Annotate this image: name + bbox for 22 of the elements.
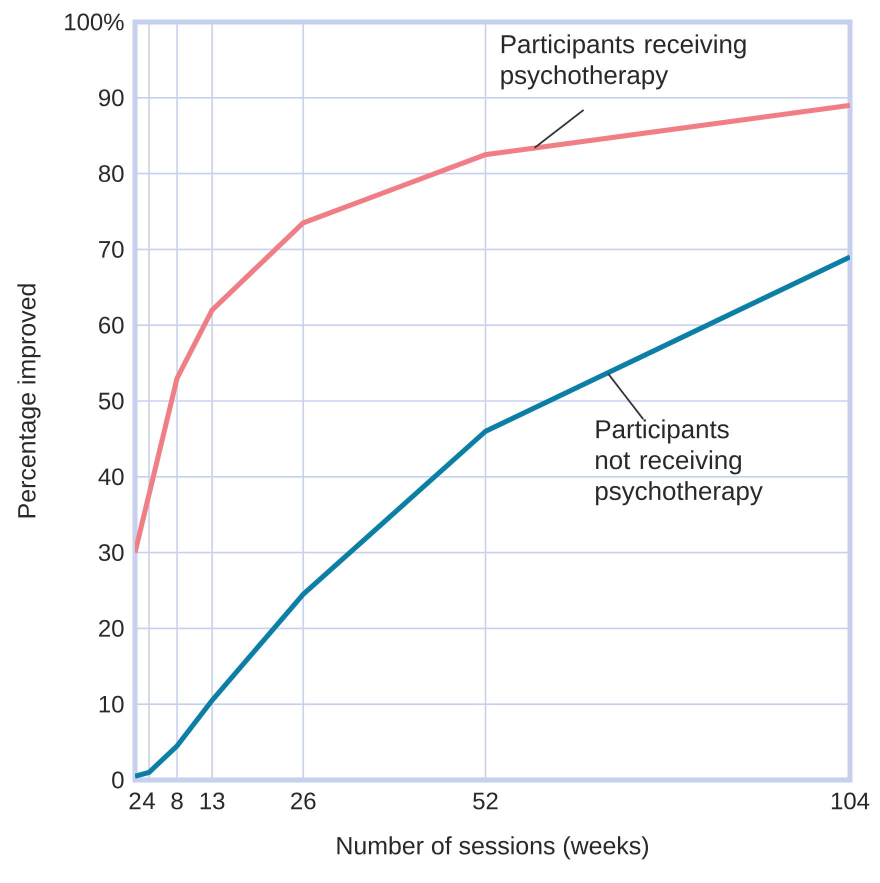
x-tick-label: 52 bbox=[473, 792, 498, 810]
x-tick-label: 26 bbox=[291, 792, 316, 810]
x-tick-label: 8 bbox=[171, 792, 183, 810]
x-tick-label: 104 bbox=[832, 792, 870, 810]
y-tick-label: 80 bbox=[98, 165, 124, 182]
y-tick-label: 0 bbox=[112, 772, 124, 788]
y-tick-label: 50 bbox=[98, 392, 124, 410]
y-tick-label: 60 bbox=[99, 316, 124, 334]
y-tick-label: 70 bbox=[99, 240, 124, 258]
annotation: Participants not receiving psychotherapy bbox=[596, 419, 763, 506]
y-tick-label: 100% bbox=[65, 14, 124, 30]
y-tick-label: 20 bbox=[99, 620, 124, 637]
y-tick-label: 40 bbox=[98, 468, 124, 486]
x-axis-title: Number of sessions (weeks) bbox=[337, 836, 648, 860]
x-tick-label: 2 bbox=[130, 792, 140, 810]
x-tick-label: 4 bbox=[142, 792, 155, 809]
y-tick-label: 10 bbox=[100, 696, 124, 713]
y-tick-label: 90 bbox=[99, 89, 124, 106]
x-tick-label: 13 bbox=[200, 792, 224, 810]
y-tick-label: 30 bbox=[98, 544, 124, 562]
annotation: Participants receiving psychotherapy bbox=[501, 34, 746, 90]
y-axis-title: Percentage improved bbox=[17, 284, 41, 518]
